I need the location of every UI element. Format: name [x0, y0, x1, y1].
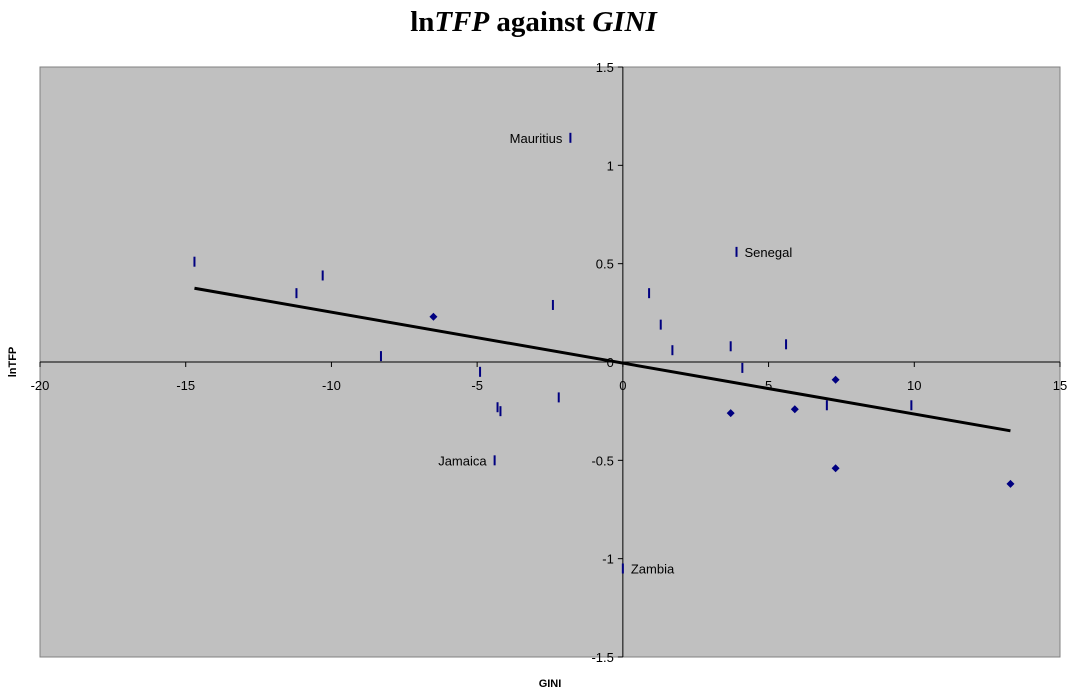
data-point-dash	[557, 392, 560, 403]
data-point-diamond	[429, 312, 438, 321]
title-gini: GINI	[592, 6, 657, 38]
title-mid: against	[489, 6, 593, 38]
y-axis-label: lnTFP	[7, 347, 19, 378]
data-point-dash	[499, 406, 502, 417]
data-point-diamond	[1006, 479, 1015, 488]
chart-title: lnTFP against GINI	[0, 6, 1067, 39]
tick-labels: -20 -15 -10 -5 0 5 10 15 -1.5 -1 -0.5 0 0.5 1 1.5	[31, 60, 1067, 665]
trendline	[194, 286, 1011, 433]
data-point-dash	[910, 400, 913, 411]
data-point-dash	[479, 366, 482, 377]
x-tick-label: -5	[471, 378, 483, 393]
data-points	[193, 132, 1015, 574]
data-point-dash	[193, 256, 196, 267]
data-point-diamond	[790, 405, 799, 414]
point-annotations: Jamaica Mauritius Zambia Senegal	[438, 131, 792, 577]
data-point-dash	[496, 402, 499, 413]
y-tick-label: -1.5	[591, 650, 613, 665]
data-point-dash	[785, 339, 788, 350]
data-point-dash	[551, 299, 554, 310]
data-point-dash	[295, 288, 298, 299]
data-point-dash	[671, 345, 674, 356]
point-label: Jamaica	[438, 453, 487, 468]
data-point-diamond	[831, 375, 840, 384]
y-tick-label: -1	[602, 552, 614, 567]
title-tfp: TFP	[434, 6, 490, 38]
data-point-dash	[729, 341, 732, 352]
data-point-dash	[648, 288, 651, 299]
point-label: Zambia	[631, 562, 675, 577]
y-tick-label: 0	[607, 355, 614, 370]
data-point-dash	[321, 270, 324, 281]
data-point-dash	[659, 319, 662, 330]
data-point-dash	[493, 455, 496, 466]
x-tick-label: -20	[31, 378, 50, 393]
x-tick-label: 15	[1053, 378, 1067, 393]
x-tick-label: 0	[619, 378, 626, 393]
x-tick-label: -15	[176, 378, 195, 393]
data-point-dash	[379, 351, 382, 362]
x-tick-label: -10	[322, 378, 341, 393]
data-point-diamond	[831, 464, 840, 473]
y-tick-label: 0.5	[596, 257, 614, 272]
data-point-dash	[621, 563, 624, 574]
data-point-dash	[825, 400, 828, 411]
x-axis-label: GINI	[539, 678, 562, 690]
data-point-dash	[741, 362, 744, 373]
x-tick-label: 10	[907, 378, 921, 393]
x-tick-label: 5	[765, 378, 772, 393]
point-label: Senegal	[745, 245, 793, 260]
title-prefix: ln	[410, 6, 435, 38]
point-label: Mauritius	[510, 131, 563, 146]
y-tick-label: -0.5	[591, 453, 613, 468]
data-point-dash	[569, 132, 572, 143]
y-tick-label: 1	[607, 158, 614, 173]
data-point-dash	[735, 246, 738, 257]
y-tick-label: 1.5	[596, 60, 614, 75]
data-point-diamond	[726, 409, 735, 418]
